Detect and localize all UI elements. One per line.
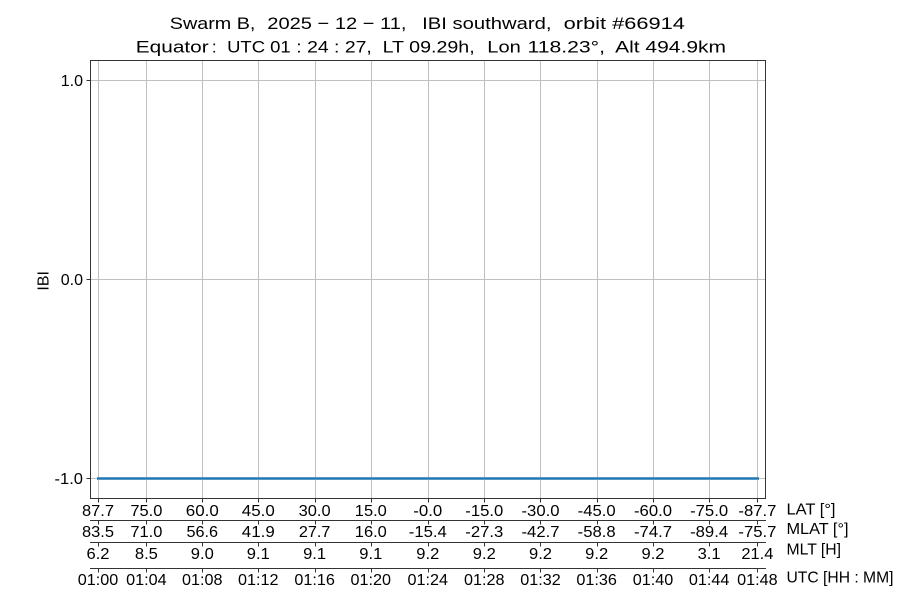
svg-text:9.1: 9.1 <box>359 546 382 563</box>
svg-text:01:04: 01:04 <box>126 572 167 589</box>
svg-text:27.7: 27.7 <box>299 524 331 541</box>
svg-text:8.5: 8.5 <box>135 546 158 563</box>
svg-text:45.0: 45.0 <box>242 503 275 520</box>
svg-text:6.2: 6.2 <box>87 546 110 563</box>
svg-text:UTC 01: UTC 01 <box>227 38 291 57</box>
svg-text:2025 − 12 − 11,: 2025 − 12 − 11, <box>267 14 406 33</box>
svg-text:orbit #66914: orbit #66914 <box>564 14 685 33</box>
svg-text:9.2: 9.2 <box>642 546 665 563</box>
svg-text:9.1: 9.1 <box>303 546 326 563</box>
svg-text::: : <box>212 38 217 57</box>
svg-text:01:24: 01:24 <box>408 572 449 589</box>
svg-text:Swarm B,: Swarm B, <box>170 14 256 33</box>
svg-text:9.2: 9.2 <box>473 546 496 563</box>
svg-text:9.2: 9.2 <box>529 546 552 563</box>
svg-text:87.7: 87.7 <box>82 503 114 520</box>
svg-text:MLT [H]: MLT [H] <box>787 542 842 559</box>
svg-text:01:48: 01:48 <box>737 572 778 589</box>
svg-text:-60.0: -60.0 <box>634 503 672 520</box>
svg-text:01:40: 01:40 <box>633 572 674 589</box>
svg-text:83.5: 83.5 <box>82 524 114 541</box>
svg-text:-15.0: -15.0 <box>465 503 503 520</box>
svg-text:41.9: 41.9 <box>242 524 275 541</box>
svg-text:71.0: 71.0 <box>130 524 162 541</box>
svg-text:01:20: 01:20 <box>351 572 392 589</box>
svg-text:-30.0: -30.0 <box>522 503 560 520</box>
svg-text:-27.3: -27.3 <box>465 524 503 541</box>
svg-text:118.23°,: 118.23°, <box>528 38 606 57</box>
svg-text:-45.0: -45.0 <box>578 503 616 520</box>
svg-text:-87.7: -87.7 <box>738 503 776 520</box>
svg-text:-89.4: -89.4 <box>690 524 728 541</box>
svg-text:IBI southward,: IBI southward, <box>422 14 551 33</box>
svg-text:IBI: IBI <box>36 271 53 291</box>
svg-text:LAT [°]: LAT [°] <box>787 501 836 518</box>
svg-text:01:12: 01:12 <box>238 572 279 589</box>
svg-text:-1.0: -1.0 <box>55 471 84 488</box>
svg-text:9.2: 9.2 <box>416 546 439 563</box>
svg-text:01:00: 01:00 <box>78 572 119 589</box>
svg-text:0.0: 0.0 <box>61 272 83 289</box>
svg-text:Alt 494.9km: Alt 494.9km <box>615 38 726 57</box>
svg-text:60.0: 60.0 <box>186 503 219 520</box>
svg-text:-74.7: -74.7 <box>634 524 672 541</box>
svg-text:MLAT [°]: MLAT [°] <box>787 521 849 538</box>
svg-text:30.0: 30.0 <box>299 503 331 520</box>
svg-text:Lon: Lon <box>487 38 521 57</box>
svg-text:Equator: Equator <box>136 38 209 57</box>
svg-text:9.1: 9.1 <box>247 546 270 563</box>
svg-text:-58.8: -58.8 <box>578 524 616 541</box>
svg-text:75.0: 75.0 <box>130 503 162 520</box>
svg-text:3.1: 3.1 <box>698 546 721 563</box>
svg-text:01:28: 01:28 <box>464 572 505 589</box>
svg-text:LT 09.29h,: LT 09.29h, <box>383 38 475 57</box>
svg-text:01:16: 01:16 <box>294 572 335 589</box>
svg-text:1.0: 1.0 <box>61 73 83 90</box>
svg-text:01:08: 01:08 <box>182 572 223 589</box>
svg-text:9.2: 9.2 <box>585 546 608 563</box>
svg-text:: 24 : 27,: : 24 : 27, <box>296 38 372 57</box>
svg-text:-15.4: -15.4 <box>409 524 447 541</box>
svg-text:01:32: 01:32 <box>520 572 561 589</box>
svg-text:16.0: 16.0 <box>355 524 387 541</box>
svg-text:-75.7: -75.7 <box>738 524 776 541</box>
svg-text:01:44: 01:44 <box>689 572 730 589</box>
svg-text:UTC [HH : MM]: UTC [HH : MM] <box>787 570 894 587</box>
svg-text:21.4: 21.4 <box>741 546 773 563</box>
svg-text:-75.0: -75.0 <box>690 503 728 520</box>
svg-text:-42.7: -42.7 <box>522 524 560 541</box>
svg-text:9.0: 9.0 <box>191 546 214 563</box>
svg-text:15.0: 15.0 <box>355 503 387 520</box>
svg-text:01:36: 01:36 <box>576 572 617 589</box>
svg-text:56.6: 56.6 <box>187 524 219 541</box>
svg-text:-0.0: -0.0 <box>413 503 442 520</box>
